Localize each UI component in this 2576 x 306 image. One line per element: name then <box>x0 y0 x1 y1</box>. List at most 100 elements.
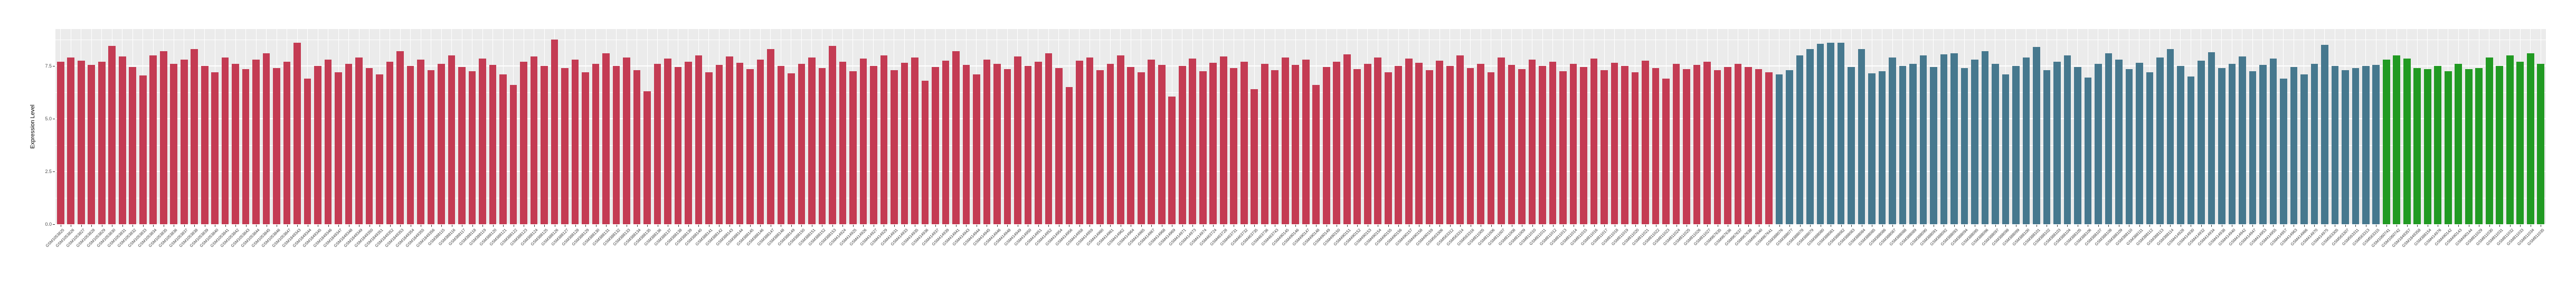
x-tick-mark <box>256 225 257 227</box>
major-gridline <box>55 118 2546 119</box>
bar <box>1405 59 1413 224</box>
bar <box>283 62 291 224</box>
bar <box>1096 70 1104 224</box>
x-tick-mark <box>1079 225 1080 227</box>
bar <box>1498 58 1505 224</box>
x-tick-mark <box>2386 225 2387 227</box>
bar <box>1209 63 1217 224</box>
bar <box>1466 68 1474 224</box>
bar <box>932 67 939 224</box>
bar <box>1055 68 1063 224</box>
bar <box>2342 70 2349 224</box>
x-tick-mark <box>575 225 576 227</box>
bar <box>458 67 466 224</box>
bar <box>2516 62 2524 224</box>
bar <box>1662 79 1670 224</box>
bar <box>1312 85 1320 224</box>
bar <box>674 67 682 224</box>
bar <box>2475 68 2483 224</box>
bar <box>2084 78 2092 224</box>
x-tick-mark <box>863 225 864 227</box>
x-tick-mark <box>143 225 144 227</box>
bar <box>1940 54 1948 224</box>
x-tick-mark <box>1357 225 1358 227</box>
x-tick-mark <box>606 225 607 227</box>
bar <box>1353 69 1361 224</box>
bar <box>221 58 229 224</box>
x-tick-mark <box>585 225 586 227</box>
bar <box>643 91 651 224</box>
bar <box>1930 67 1937 224</box>
bar <box>767 49 774 224</box>
bar <box>396 51 404 224</box>
bar <box>1878 71 1886 224</box>
bar <box>376 74 383 224</box>
bar <box>1734 64 1742 224</box>
bar <box>304 79 311 224</box>
x-tick-mark <box>2458 225 2459 227</box>
bar <box>314 66 321 224</box>
bar <box>2423 69 2431 224</box>
x-tick-mark <box>1748 225 1749 227</box>
x-tick-mark <box>966 225 967 227</box>
bar <box>1765 72 1773 224</box>
y-tick-label: 0.0 <box>45 221 52 227</box>
bar <box>2146 72 2154 224</box>
bar <box>1539 66 1546 224</box>
bar <box>1713 70 1721 224</box>
x-tick-mark <box>1347 225 1348 227</box>
bar <box>2012 66 2020 224</box>
bar <box>509 85 517 224</box>
bar <box>2444 71 2452 224</box>
x-tick-mark <box>390 225 391 227</box>
x-tick-mark <box>194 225 195 227</box>
bar <box>1652 68 1660 224</box>
x-tick-mark <box>431 225 432 227</box>
bar <box>1858 49 1865 224</box>
bar <box>571 60 579 224</box>
x-tick-mark <box>1594 225 1595 227</box>
bar <box>1477 64 1484 224</box>
x-tick-mark <box>472 225 473 227</box>
x-tick-mark <box>945 225 946 227</box>
x-tick-mark <box>801 225 802 227</box>
bar <box>1363 64 1371 224</box>
x-tick-mark <box>2262 225 2264 227</box>
bar <box>2434 66 2442 224</box>
bar <box>530 56 538 224</box>
bar <box>56 62 64 224</box>
bar <box>365 68 373 224</box>
x-tick-mark <box>81 225 82 227</box>
bar <box>2280 79 2287 224</box>
x-tick-mark <box>1563 225 1564 227</box>
bar <box>1158 65 1166 224</box>
x-tick-mark <box>1110 225 1111 227</box>
x-tick-mark <box>122 225 123 227</box>
x-tick-mark <box>2252 225 2253 227</box>
major-gridline <box>55 65 2546 66</box>
x-tick-mark <box>2149 225 2151 227</box>
bar <box>479 59 486 224</box>
x-tick-mark <box>832 225 833 227</box>
x-tick-mark <box>1254 225 1255 227</box>
x-tick-mark <box>132 225 134 227</box>
bar <box>2382 60 2390 224</box>
bar <box>1374 58 1382 224</box>
bar <box>386 62 394 224</box>
minor-gridline <box>55 92 2546 93</box>
x-tick-mark <box>1192 225 1194 227</box>
bar <box>1199 71 1207 224</box>
x-tick-mark <box>91 225 92 227</box>
x-tick-mark <box>2211 225 2212 227</box>
x-tick-mark <box>1707 225 1708 227</box>
bar <box>242 69 250 224</box>
bar <box>1600 70 1608 224</box>
bar <box>1116 55 1124 224</box>
x-tick-mark <box>1635 225 1636 227</box>
bar <box>736 63 744 224</box>
bar <box>129 67 137 224</box>
bar <box>2136 63 2143 224</box>
bar <box>2526 53 2534 224</box>
bar <box>654 64 661 224</box>
bar <box>2002 74 2010 224</box>
